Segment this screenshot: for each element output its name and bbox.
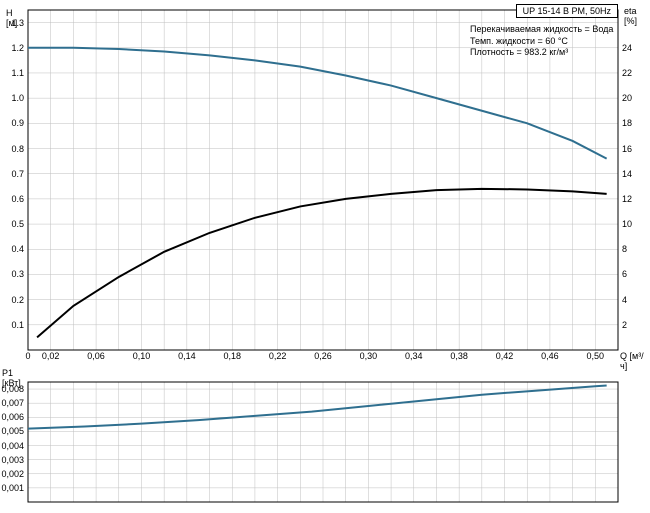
y-left-tick-label: 0.4: [0, 244, 24, 254]
y-right-tick-label: 12: [622, 194, 632, 204]
series-H: [28, 48, 607, 159]
p1-tick-label: 0,002: [0, 469, 24, 479]
x-tick-label: 0,30: [353, 351, 383, 361]
x-tick-label: 0,06: [81, 351, 111, 361]
series-P1: [28, 386, 607, 429]
x-tick-label: 0,02: [36, 351, 66, 361]
y-right-tick-label: 8: [622, 244, 627, 254]
y-right-tick-label: 14: [622, 169, 632, 179]
x-tick-label: 0,22: [263, 351, 293, 361]
y-right-tick-label: 24: [622, 43, 632, 53]
y-left-tick-label: 1.0: [0, 93, 24, 103]
p1-tick-label: 0,007: [0, 398, 24, 408]
y-left-tick-label: 0.5: [0, 219, 24, 229]
y-left-tick-label: 1.2: [0, 43, 24, 53]
charts-canvas: [0, 0, 650, 513]
y-right-tick-label: 22: [622, 68, 632, 78]
fluid-info: Перекачиваемая жидкость = Вода Темп. жид…: [470, 24, 613, 59]
y-right-tick-label: 18: [622, 118, 632, 128]
y-right-tick-label: 6: [622, 269, 627, 279]
x-tick-label: 0,42: [490, 351, 520, 361]
x-tick-label: 0,50: [580, 351, 610, 361]
y-left-tick-label: 1.1: [0, 68, 24, 78]
x-tick-label: 0,26: [308, 351, 338, 361]
x-tick-label: 0,18: [217, 351, 247, 361]
p1-tick-label: 0,006: [0, 412, 24, 422]
y-right-tick-label: 20: [622, 93, 632, 103]
x-tick-label: 0,10: [126, 351, 156, 361]
info-line-density: Плотность = 983.2 кг/м³: [470, 47, 613, 59]
y-left-tick-label: 0.9: [0, 118, 24, 128]
y-right-tick-label: 10: [622, 219, 632, 229]
x-tick-label: 0,46: [535, 351, 565, 361]
chart-title-box: UP 15-14 B PM, 50Hz: [516, 4, 618, 18]
p1-tick-label: 0,004: [0, 441, 24, 451]
y-right-tick-label: 16: [622, 144, 632, 154]
p1-tick-label: 0,005: [0, 426, 24, 436]
y-right-axis-label: eta[%]: [624, 6, 637, 26]
p1-tick-label: 0,003: [0, 455, 24, 465]
y-left-tick-label: 0.1: [0, 320, 24, 330]
x-tick-label: 0,34: [399, 351, 429, 361]
x-axis-label: Q [м³/ч]: [620, 351, 650, 371]
p1-axis-label: P1[кВт]: [2, 368, 21, 388]
x-tick-label: 0,38: [444, 351, 474, 361]
y-left-tick-label: 0.8: [0, 144, 24, 154]
y-left-tick-label: 0.7: [0, 169, 24, 179]
x-tick-label: 0,14: [172, 351, 202, 361]
y-left-axis-label: H[м]: [6, 8, 17, 28]
y-left-tick-label: 0.6: [0, 194, 24, 204]
y-right-tick-label: 4: [622, 295, 627, 305]
info-line-temp: Темп. жидкости = 60 °C: [470, 36, 613, 48]
y-left-tick-label: 0.2: [0, 295, 24, 305]
p1-tick-label: 0,001: [0, 483, 24, 493]
series-eta: [37, 189, 607, 338]
y-left-tick-label: 0.3: [0, 269, 24, 279]
info-line-fluid: Перекачиваемая жидкость = Вода: [470, 24, 613, 36]
y-right-tick-label: 2: [622, 320, 627, 330]
